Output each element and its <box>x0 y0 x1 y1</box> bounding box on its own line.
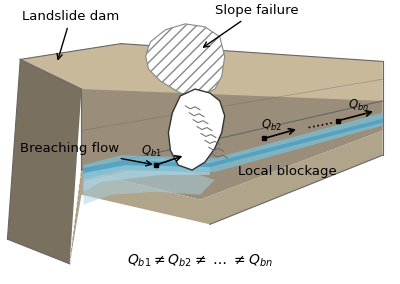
Polygon shape <box>84 119 383 173</box>
Text: Landslide dam: Landslide dam <box>22 10 120 59</box>
Text: $Q_{bn}$: $Q_{bn}$ <box>348 98 369 113</box>
Polygon shape <box>8 59 82 264</box>
Text: $Q_{b1} \neq Q_{b2} \neq \ \ldots \ \neq Q_{bn}$: $Q_{b1} \neq Q_{b2} \neq \ \ldots \ \neq… <box>127 253 273 269</box>
Polygon shape <box>20 44 383 170</box>
Text: Slope failure: Slope failure <box>204 4 298 47</box>
Text: Breaching flow: Breaching flow <box>20 142 151 166</box>
Text: $Q_{b2}$: $Q_{b2}$ <box>261 118 282 133</box>
Polygon shape <box>84 113 383 180</box>
Polygon shape <box>84 158 210 192</box>
Polygon shape <box>84 170 215 204</box>
Polygon shape <box>146 24 225 96</box>
Text: Local blockage: Local blockage <box>238 165 336 178</box>
Polygon shape <box>82 89 383 200</box>
Polygon shape <box>168 89 225 170</box>
Polygon shape <box>70 131 383 264</box>
Text: $Q_{b1}$: $Q_{b1}$ <box>141 144 162 159</box>
